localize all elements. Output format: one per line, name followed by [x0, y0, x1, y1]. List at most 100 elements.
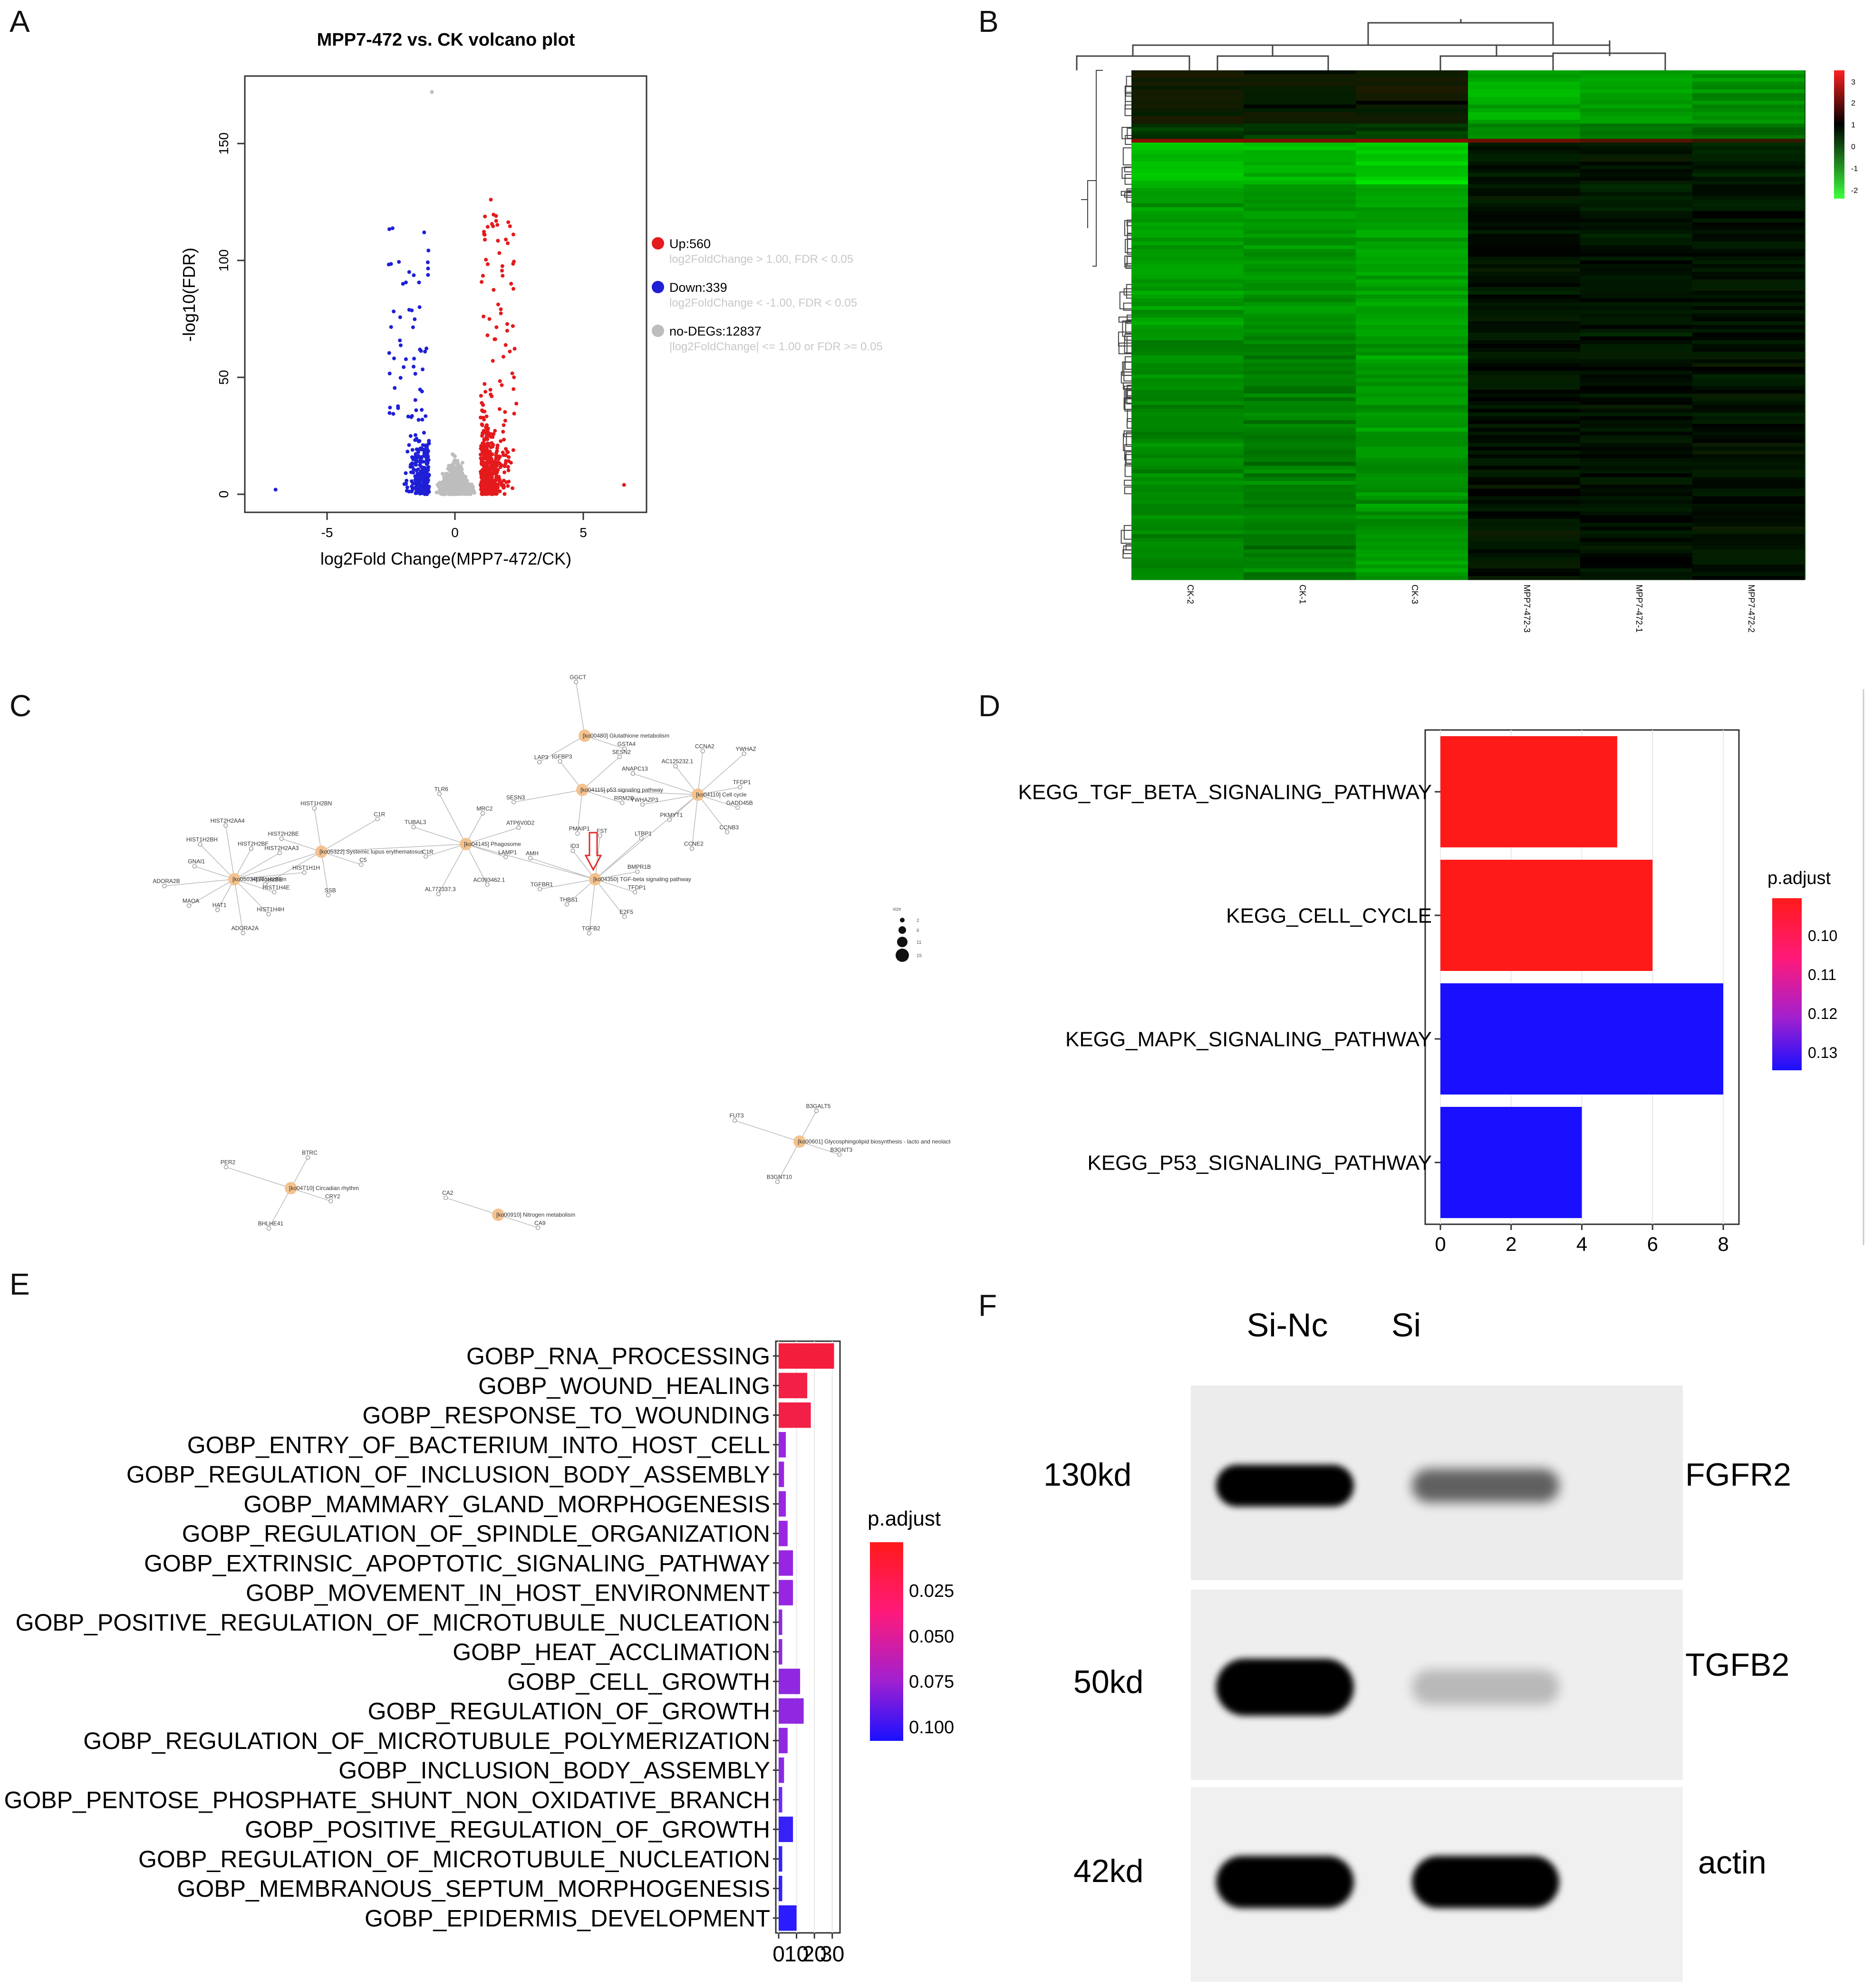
volcano-point	[426, 266, 430, 270]
size-legend-11: 11	[917, 940, 922, 945]
heatmap-cell	[1468, 534, 1580, 538]
network-edge	[234, 879, 244, 933]
heatmap-cell	[1244, 105, 1356, 109]
heatmap-cell	[1356, 306, 1468, 310]
heatmap-cell	[1244, 310, 1356, 314]
heatmap-cell	[1131, 470, 1244, 474]
heatmap-cell	[1131, 371, 1244, 375]
heatmap-cell	[1131, 504, 1244, 508]
heatmap-cell	[1131, 348, 1244, 352]
row-dendrogram-branch	[1124, 336, 1131, 354]
heatmap-cell	[1244, 348, 1356, 352]
heatmap-cell	[1356, 245, 1468, 250]
network-edge	[164, 879, 235, 886]
gene-node	[558, 759, 562, 764]
heatmap-cell	[1692, 184, 1805, 189]
network-edge	[189, 879, 235, 906]
heatmap-cell	[1244, 405, 1356, 409]
volcano-point	[501, 453, 505, 457]
volcano-point	[413, 474, 417, 479]
heatmap-cell	[1468, 177, 1580, 181]
row-dendrogram-branch	[1124, 464, 1131, 477]
network-edge	[413, 826, 466, 845]
heatmap-cell	[1580, 435, 1692, 440]
heatmap-cell	[1244, 127, 1356, 132]
row-dendrogram-branch	[1127, 418, 1131, 429]
heatmap-cell	[1468, 215, 1580, 219]
volcano-point	[388, 405, 392, 410]
heatmap-cell	[1580, 515, 1692, 519]
heatmap-cell	[1692, 146, 1805, 151]
heatmap-cell	[1580, 222, 1692, 227]
volcano-point	[480, 422, 484, 426]
gene-label: YWHAZ	[735, 746, 756, 752]
heatmap-cell	[1580, 177, 1692, 181]
heatmap-cell	[1580, 181, 1692, 185]
heatmap-cell	[1580, 291, 1692, 295]
row-dendrogram-branch	[1126, 188, 1131, 192]
heatmap-cell	[1356, 363, 1468, 367]
row-dendrogram-branch	[1126, 284, 1131, 299]
category-label: GOBP_REGULATION_OF_MICROTUBULE_POLYMERIZ…	[83, 1728, 770, 1754]
volcano-point	[507, 459, 511, 463]
heatmap-cell	[1356, 143, 1468, 147]
heatmap-cell	[1580, 196, 1692, 200]
heatmap-cell	[1244, 86, 1356, 90]
heatmap-cell	[1468, 565, 1580, 569]
heatmap-cell	[1692, 508, 1805, 512]
gene-label: HIST1H4H	[257, 906, 284, 912]
kd-50: 50kd	[1073, 1664, 1143, 1700]
network-edge	[200, 844, 235, 880]
heatmap-cell	[1131, 568, 1244, 573]
heatmap-cell	[1131, 432, 1244, 436]
category-label: GOBP_EPIDERMIS_DEVELOPMENT	[365, 1905, 770, 1931]
heatmap-cell	[1468, 82, 1580, 86]
volcano-point	[500, 383, 504, 387]
heatmap-cell	[1356, 192, 1468, 196]
heatmap-cell	[1468, 70, 1580, 75]
heatmap-cell	[1580, 268, 1692, 272]
heatmap-cell	[1468, 116, 1580, 120]
row-dendrogram-branch	[1125, 544, 1131, 551]
heatmap-cell	[1692, 207, 1805, 211]
heatmap-cell	[1356, 226, 1468, 230]
heatmap-cell	[1131, 264, 1244, 269]
bar	[779, 1491, 786, 1517]
heatmap-cell	[1131, 557, 1244, 561]
heatmap-cell	[1692, 470, 1805, 474]
row-dendrogram-branch	[1124, 486, 1131, 494]
heatmap-cell	[1692, 473, 1805, 478]
volcano-point	[488, 388, 492, 392]
volcano-point	[420, 465, 425, 470]
heatmap-cell	[1468, 352, 1580, 356]
pathway-label: [ko05322] Systemic lupus erythematosus	[319, 848, 424, 855]
heatmap-cell	[1692, 340, 1805, 345]
gene-label: SSB	[325, 887, 336, 893]
column-dendrogram	[1076, 19, 1666, 70]
heatmap-cell	[1356, 181, 1468, 185]
volcano-point	[496, 302, 500, 307]
gene-label: HIST2H2BF	[238, 841, 269, 847]
heatmap-cell	[1468, 317, 1580, 322]
protein-fgfr2: FGFR2	[1685, 1457, 1791, 1493]
heatmap-cell	[1692, 454, 1805, 459]
heatmap-cell	[1468, 238, 1580, 242]
pathway-node	[793, 1135, 806, 1148]
heatmap-cell	[1692, 127, 1805, 132]
heatmap-cell	[1580, 211, 1692, 215]
heatmap-cell	[1692, 219, 1805, 223]
heatmap-cell	[1131, 78, 1244, 82]
heatmap-cell	[1131, 333, 1244, 337]
network-edge	[582, 756, 620, 790]
heatmap-cell	[1131, 553, 1244, 557]
legend-nodeg-dot	[652, 325, 664, 337]
heatmap-cell	[1131, 363, 1244, 367]
heatmap-cell	[1468, 253, 1580, 257]
volcano-point	[410, 448, 415, 452]
volcano-point	[495, 223, 500, 227]
heatmap-cell	[1468, 196, 1580, 200]
gobp-legend-tick-1: 0.050	[909, 1627, 954, 1647]
heatmap-cell	[1244, 481, 1356, 485]
heatmap-cell	[1468, 435, 1580, 440]
heatmap-cell	[1580, 321, 1692, 326]
